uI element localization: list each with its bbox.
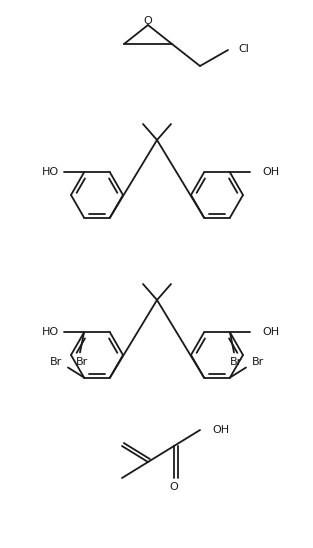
- Text: Br: Br: [76, 357, 88, 368]
- Text: OH: OH: [262, 168, 279, 178]
- Text: O: O: [170, 482, 178, 492]
- Text: Br: Br: [50, 357, 62, 367]
- Text: OH: OH: [262, 328, 279, 338]
- Text: O: O: [144, 16, 152, 26]
- Text: Br: Br: [252, 357, 264, 367]
- Text: HO: HO: [41, 168, 59, 178]
- Text: Br: Br: [230, 357, 242, 368]
- Text: OH: OH: [212, 425, 229, 435]
- Text: HO: HO: [41, 328, 59, 338]
- Text: Cl: Cl: [238, 44, 249, 54]
